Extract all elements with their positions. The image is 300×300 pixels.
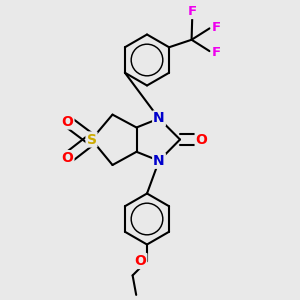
Text: S: S <box>86 133 97 146</box>
Text: F: F <box>188 5 197 18</box>
Text: N: N <box>153 112 165 125</box>
Text: O: O <box>61 115 74 128</box>
Text: O: O <box>61 151 74 165</box>
Text: N: N <box>153 154 165 168</box>
Text: F: F <box>212 46 221 59</box>
Text: O: O <box>196 133 208 146</box>
Text: F: F <box>212 21 221 34</box>
Text: O: O <box>134 254 146 268</box>
